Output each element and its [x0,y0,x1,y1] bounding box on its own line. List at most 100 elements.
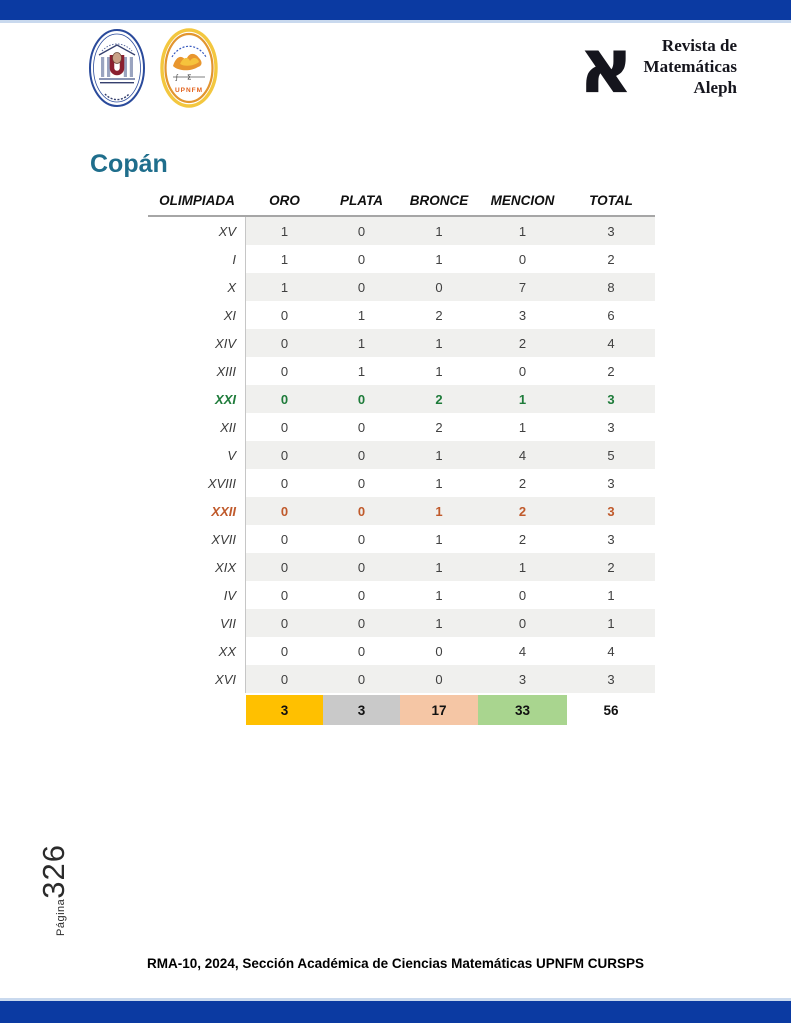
cell-mencion: 0 [518,615,527,631]
table-row: XX 0 0 0 4 4 [148,637,655,665]
table-row: V 0 0 1 4 5 [148,441,655,469]
cell-plata: 0 [357,475,366,491]
cell-bronce: 1 [435,251,443,267]
cell-bronce: 1 [435,223,443,239]
cell-mencion: 2 [518,531,527,547]
table-row: IV 0 0 1 0 1 [148,581,655,609]
cell-oro: 0 [280,615,289,631]
table-row: XVI 0 0 0 3 3 [148,665,655,693]
cell-total: 4 [607,643,615,659]
journal-title-line3: Aleph [693,77,737,97]
table-totals-row: 3 3 17 33 56 [148,695,655,725]
cell-mencion: 7 [518,279,527,295]
cell-bronce: 1 [435,335,443,351]
cell-oro: 0 [280,559,289,575]
cell-total: 1 [607,587,615,603]
cell-bronce: 0 [435,279,443,295]
cell-bronce: 1 [435,363,443,379]
cell-oro: 0 [280,671,289,687]
cell-bronce: 1 [435,475,443,491]
cell-olimpiada: XXII [211,503,236,519]
cell-mencion: 3 [518,671,527,687]
cell-plata: 0 [357,559,366,575]
totals-empty-cell [148,695,246,725]
cell-olimpiada: XII [220,419,236,435]
svg-text:Σ: Σ [187,74,191,82]
cell-bronce: 1 [435,531,443,547]
page-number-label: Página [55,898,67,936]
cell-total: 2 [607,559,615,575]
cell-total: 6 [607,307,615,323]
cell-oro: 1 [280,223,289,239]
cell-oro: 0 [280,335,289,351]
cell-olimpiada: XIII [216,363,236,379]
cell-olimpiada: V [227,447,236,463]
cell-bronce: 1 [435,615,443,631]
column-header: BRONCE [409,193,469,208]
cell-mencion: 2 [518,475,527,491]
column-header: TOTAL [589,193,633,208]
cell-plata: 0 [357,671,366,687]
medals-table: OLIMPIADA ORO PLATA BRONCE MENCION TOTAL XV 1 0… [148,193,655,725]
table-row: XV 1 0 1 1 3 [148,217,655,245]
cell-mencion: 2 [518,503,527,519]
cell-oro: 0 [280,503,289,519]
cell-olimpiada: XVIII [207,475,236,491]
cell-total: 3 [607,391,615,407]
cell-oro: 0 [280,419,289,435]
cell-mencion: 0 [518,251,527,267]
table-row: VII 0 0 1 0 1 [148,609,655,637]
cell-mencion: 0 [518,363,527,379]
total-mencion: 33 [478,695,567,725]
table-header-row: OLIMPIADA ORO PLATA BRONCE MENCION TOTAL [148,193,655,217]
cell-total: 4 [607,335,615,351]
column-header: OLIMPIADA [159,193,235,208]
cell-mencion: 0 [518,587,527,603]
journal-title-line1: Revista de [661,35,737,55]
university-seal-logo [89,29,145,107]
bottom-blue-bar [0,998,791,1023]
table-row: XII 0 0 2 1 3 [148,413,655,441]
journal-title-line2: Matemáticas [643,56,737,76]
column-header: MENCION [490,193,555,208]
cell-oro: 0 [280,391,289,407]
cell-bronce: 1 [435,447,443,463]
cell-bronce: 0 [435,643,443,659]
cell-oro: 1 [280,279,289,295]
cell-oro: 0 [280,475,289,491]
cell-total: 5 [607,447,615,463]
cell-olimpiada: XIV [215,335,236,351]
cell-mencion: 3 [518,307,527,323]
cell-bronce: 1 [435,559,443,575]
cell-oro: 0 [280,643,289,659]
page-number-value: 326 [36,844,71,899]
cell-total: 3 [607,419,615,435]
table-row: XXII 0 0 1 2 3 [148,497,655,525]
cell-plata: 0 [357,279,366,295]
cell-plata: 0 [357,251,366,267]
cell-oro: 0 [280,587,289,603]
cell-oro: 0 [280,307,289,323]
cell-olimpiada: XVI [215,671,236,687]
cell-mencion: 4 [518,643,527,659]
cell-olimpiada: IV [223,587,236,603]
upnfm-math-seal-logo: ∫ Σ UPNFM [160,28,218,108]
cell-total: 8 [607,279,615,295]
cell-plata: 0 [357,419,366,435]
cell-olimpiada: I [232,251,236,267]
column-header: ORO [269,193,300,208]
cell-olimpiada: X [227,279,236,295]
cell-olimpiada: XVII [211,531,236,547]
cell-mencion: 2 [518,335,527,351]
table-body: X V 1 0 1 1 3 I 1 0 1 0 2 X 1 0 0 7 8 XI 0 1 2 3 6 XIV 0 1 1 2 4 XIII 0 1… [148,217,655,693]
cell-plata: 0 [357,391,366,407]
table-row: X 1 0 0 7 8 [148,273,655,301]
aleph-logo-icon: א [578,21,634,110]
cell-olimpiada: XI [223,307,236,323]
cell-mencion: 4 [518,447,527,463]
cell-total: 3 [607,671,615,687]
table-row: XXI 0 0 2 1 3 [148,385,655,413]
cell-oro: 0 [280,363,289,379]
cell-total: 3 [607,223,615,239]
